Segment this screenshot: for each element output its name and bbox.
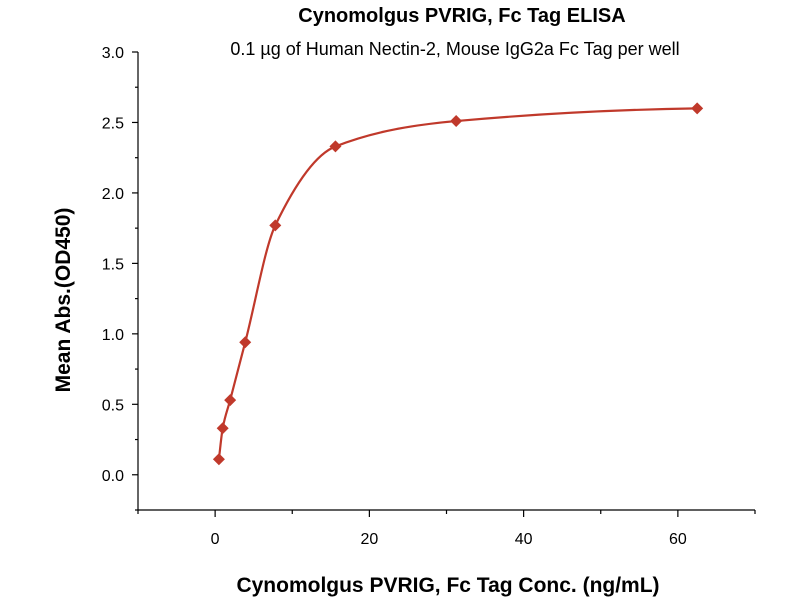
y-tick-label: 1.5 (102, 256, 124, 273)
data-points-layer (212, 102, 704, 466)
data-point (691, 102, 704, 115)
x-tick-label: 60 (669, 531, 687, 548)
data-point (212, 453, 225, 466)
data-point (329, 140, 342, 153)
fit-curve-layer (217, 107, 698, 460)
chart-subtitle: 0.1 µg of Human Nectin-2, Mouse IgG2a Fc… (230, 39, 679, 59)
x-tick-label: 40 (515, 531, 533, 548)
y-axis-label: Mean Abs.(OD450) (52, 208, 75, 393)
y-tick-label: 3.0 (102, 45, 124, 62)
x-axis: 0 20 40 60 (137, 509, 756, 548)
fit-curve (217, 107, 698, 460)
y-tick-label: 0.0 (102, 468, 124, 485)
x-tick-label: 0 (211, 531, 220, 548)
data-point (269, 219, 282, 232)
y-tick-label: 2.5 (102, 115, 124, 132)
data-point (450, 115, 463, 128)
x-axis-label: Cynomolgus PVRIG, Fc Tag Conc. (ng/mL) (236, 574, 659, 597)
chart-title: Cynomolgus PVRIG, Fc Tag ELISA (298, 5, 625, 27)
data-point (224, 394, 237, 407)
y-tick-label: 1.0 (102, 327, 124, 344)
y-axis: 0.0 0.5 1.0 1.5 2.0 2.5 3.0 (102, 45, 139, 511)
data-point (239, 336, 252, 349)
y-tick-label: 2.0 (102, 186, 124, 203)
data-point (216, 422, 229, 435)
y-tick-label: 0.5 (102, 397, 124, 414)
x-tick-label: 20 (360, 531, 378, 548)
